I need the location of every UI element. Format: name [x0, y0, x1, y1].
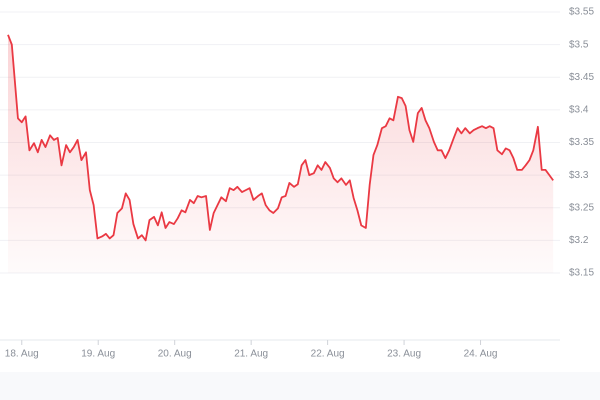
x-tick-label: 24. Aug — [464, 349, 498, 360]
y-tick-label: $3.4 — [569, 105, 589, 116]
x-tick-label: 18. Aug — [5, 349, 39, 360]
navigator — [0, 372, 600, 400]
y-tick-label: $3.45 — [569, 72, 594, 83]
x-tick-label: 19. Aug — [81, 349, 115, 360]
y-tick-label: $3.3 — [569, 170, 589, 181]
y-tick-label: $3.15 — [569, 268, 594, 279]
x-tick-label: 23. Aug — [387, 349, 421, 360]
x-tick-label: 20. Aug — [158, 349, 192, 360]
area — [8, 34, 554, 274]
price-line — [7, 34, 554, 242]
y-tick-label: $3.55 — [569, 7, 594, 18]
x-tick-label: 21. Aug — [234, 349, 268, 360]
y-tick-label: $3.2 — [569, 235, 589, 246]
y-tick-label: $3.25 — [569, 202, 594, 213]
y-tick-label: $3.35 — [569, 137, 594, 148]
y-tick-label: $3.5 — [569, 39, 589, 50]
x-tick-label: 22. Aug — [311, 349, 345, 360]
